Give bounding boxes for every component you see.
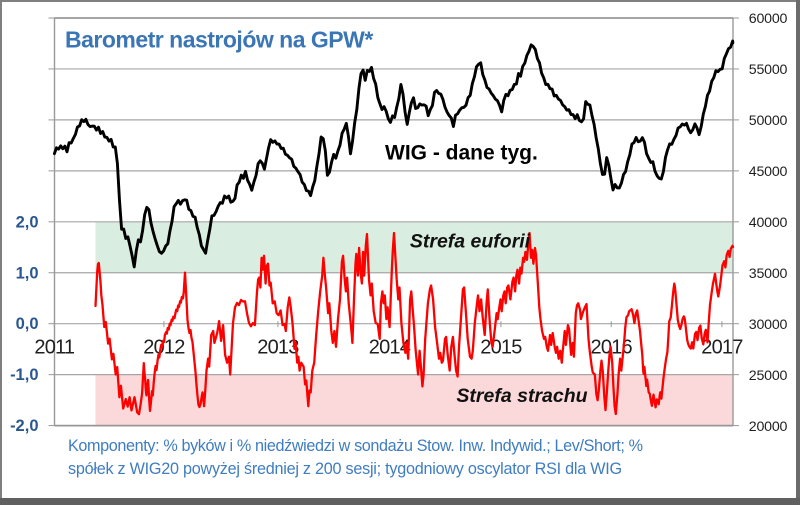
svg-text:45000: 45000 xyxy=(749,164,788,180)
svg-text:-1,0: -1,0 xyxy=(10,366,38,384)
svg-text:2012: 2012 xyxy=(143,337,185,359)
svg-text:-2,0: -2,0 xyxy=(10,417,38,435)
svg-text:Strefa euforii: Strefa euforii xyxy=(410,231,531,253)
svg-text:WIG - dane tyg.: WIG - dane tyg. xyxy=(385,142,538,165)
svg-text:55000: 55000 xyxy=(749,62,788,78)
svg-text:20000: 20000 xyxy=(749,419,788,435)
svg-text:50000: 50000 xyxy=(749,113,788,129)
svg-text:35000: 35000 xyxy=(749,266,788,282)
svg-text:40000: 40000 xyxy=(749,215,788,231)
svg-text:2017: 2017 xyxy=(701,337,743,359)
svg-text:Komponenty: % byków i % niedźw: Komponenty: % byków i % niedźwiedzi w so… xyxy=(68,437,643,455)
svg-text:0,0: 0,0 xyxy=(16,315,39,333)
svg-text:Strefa strachu: Strefa strachu xyxy=(456,385,587,407)
svg-text:2015: 2015 xyxy=(480,337,522,359)
svg-text:2,0: 2,0 xyxy=(16,213,39,231)
svg-text:spółek z WIG20 powyżej średnie: spółek z WIG20 powyżej średniej z 200 se… xyxy=(68,460,622,478)
svg-text:Barometr nastrojów na GPW*: Barometr nastrojów na GPW* xyxy=(65,27,373,53)
svg-text:25000: 25000 xyxy=(749,368,788,384)
svg-text:2011: 2011 xyxy=(34,337,74,359)
svg-text:1,0: 1,0 xyxy=(16,264,39,282)
svg-text:2013: 2013 xyxy=(257,337,299,359)
svg-text:30000: 30000 xyxy=(749,317,788,333)
svg-text:60000: 60000 xyxy=(749,11,788,27)
svg-text:2014: 2014 xyxy=(369,337,411,359)
